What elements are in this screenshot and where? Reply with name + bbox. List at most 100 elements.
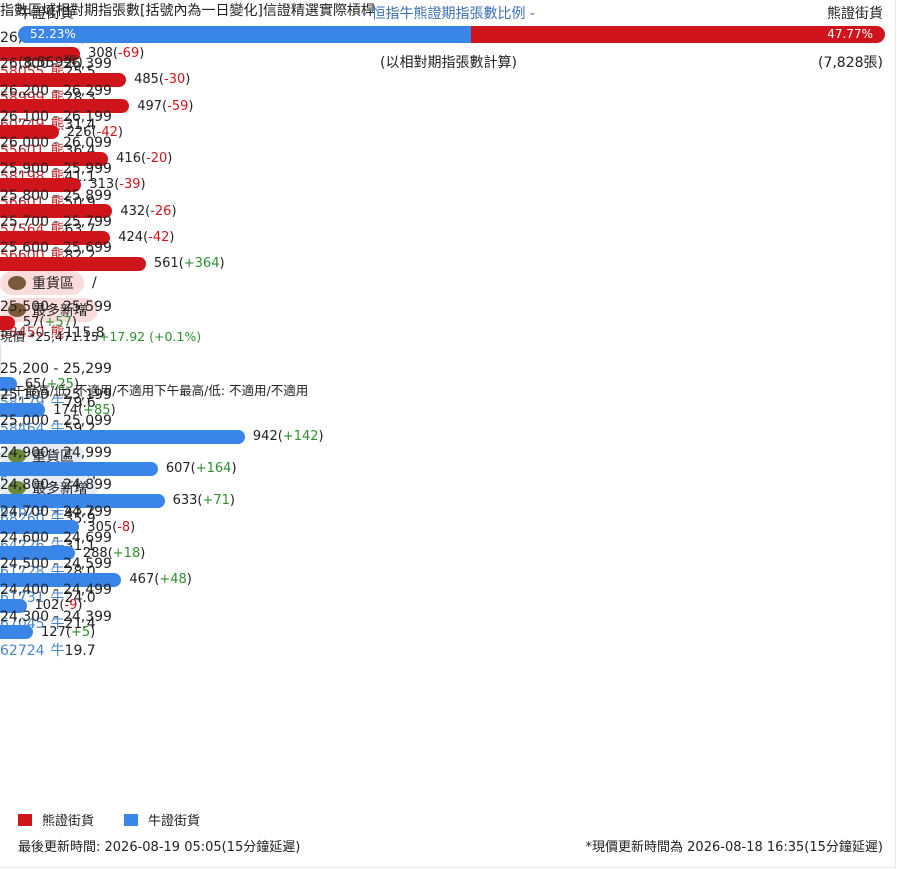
change: +25 [41, 377, 79, 392]
index-range: 25,500 - 25,599 [0, 299, 112, 316]
bar-label: 313-39 [89, 177, 145, 192]
tag-text: 重貨區 [32, 276, 74, 293]
index-range: 26,000 - 26,099 [0, 135, 112, 152]
bar-cell: 424-42 [0, 230, 895, 245]
index-range: 25,800 - 25,899 [0, 187, 112, 204]
bar-cell: 57+57 [0, 315, 895, 330]
bar-label: 65+25 [25, 377, 79, 392]
table-row: 現價 *25,471.15+17.92 (+0.1%) 上午最高/低: 不適用/不… [0, 326, 895, 398]
count: 65 [24, 376, 42, 392]
change: +18 [108, 546, 146, 561]
ratio-bar: 52.23% 47.77% [18, 26, 885, 43]
bar-label: 416-20 [116, 151, 172, 166]
column-header: 實際槓桿 [318, 3, 375, 19]
legend: 熊證街貨 牛證街貨 [18, 810, 200, 829]
count: 127 [41, 624, 66, 640]
bar-cell: 942+142 [0, 429, 895, 444]
count: 305 [87, 519, 113, 535]
bar-label: 485-30 [134, 72, 190, 87]
change: +71 [197, 493, 235, 508]
leverage: 19.7 [64, 642, 96, 659]
index-range: 24,600 - 24,699 [0, 529, 112, 546]
ratio-segment: 47.77% [470, 26, 885, 43]
price-change: +17.92 (+0.1%) [98, 328, 202, 344]
divider [0, 344, 1, 380]
bar [0, 177, 82, 192]
bar-cell: 305-8 [0, 520, 895, 535]
bar-label: 633+71 [173, 493, 235, 508]
tag-icon [8, 276, 26, 291]
leverage: 21.4 [64, 616, 96, 633]
column-header: 相對期指張數[括號內為一日變化] [56, 3, 263, 19]
index-range: 24,300 - 24,399 [0, 608, 112, 625]
bar-cell: 174+85 [0, 403, 895, 418]
ratio-label: 47.77% [827, 27, 873, 41]
legend-swatch [18, 813, 32, 826]
tag: 最多新增 [0, 298, 98, 323]
count: 485 [134, 72, 159, 88]
index-range: 24,500 - 24,599 [0, 556, 112, 573]
pm-range: 下午最高/低: 不適用/不適用 [154, 382, 309, 398]
bar-cell: 633+71 [0, 493, 895, 508]
tag-icon [8, 303, 26, 318]
index-range: 25,600 - 25,699 [0, 240, 112, 257]
bar [0, 72, 127, 87]
bar-label: 127+5 [41, 625, 95, 640]
bar-label: 226-42 [67, 125, 123, 140]
count: 226 [66, 124, 92, 140]
table-row: 25,600 - 25,699 561+364 重貨區 /最多新增 58450 熊115.… [0, 240, 895, 341]
price-label: 現價 * [0, 328, 36, 344]
tag-text: 最多新增 [32, 303, 88, 320]
bull-label: 牛證街貨 [18, 6, 74, 22]
bar [0, 377, 17, 392]
count: 942 [252, 429, 278, 445]
kind: 牛 [50, 642, 65, 659]
bar [0, 315, 15, 330]
bar-cell: 432-26 [0, 204, 895, 219]
change: -30 [159, 72, 190, 87]
table: 指數區域相對期指張數[括號內為一日變化]信證精選實際槓桿26,400 - 26,… [0, 3, 895, 659]
change: +364 [179, 256, 225, 271]
index-range: 24,400 - 24,499 [0, 582, 112, 599]
change: -42 [92, 125, 123, 140]
count: 57 [22, 315, 40, 331]
kind: 牛 [50, 590, 65, 607]
change: -69 [113, 46, 144, 61]
bar-label: 305-8 [87, 520, 135, 535]
count: 174 [53, 402, 79, 418]
count: 288 [82, 545, 108, 561]
bar-cell: 226-42 [0, 125, 895, 140]
code: 58450 [0, 325, 45, 342]
bar [0, 461, 158, 476]
bar [0, 230, 111, 245]
ratio-label: 52.23% [30, 27, 76, 41]
am-range: 上午最高/低: 不適用/不適用 [0, 382, 155, 398]
bar-cell: 102-9 [0, 598, 895, 613]
bar-cell: 607+164 [0, 461, 895, 476]
title: - 恒指牛熊證期指張數比例 - [361, 6, 535, 22]
bar-cell: 127+5 [0, 625, 895, 640]
index-range: 26,300 - 26,399 [0, 56, 112, 73]
tag-icon [8, 449, 26, 464]
tag-text: 最多新增 [32, 481, 88, 498]
tag: 重貨區 [0, 271, 84, 296]
bar [0, 493, 165, 508]
leverage: 24.0 [64, 590, 96, 607]
tag-line: 最多新增 [0, 298, 98, 323]
bar-label: 174+85 [53, 403, 115, 418]
count: 102 [34, 598, 60, 614]
bar-label: 308-69 [88, 46, 144, 61]
bar-cell: 308-69 [0, 46, 895, 61]
bar [0, 46, 81, 61]
index-range: 25,000 - 25,099 [0, 413, 112, 430]
price-updated: *現價更新時間為 2026-08-18 16:35(15分鐘延遲) [585, 840, 883, 855]
bar-label: 497-59 [137, 99, 193, 114]
